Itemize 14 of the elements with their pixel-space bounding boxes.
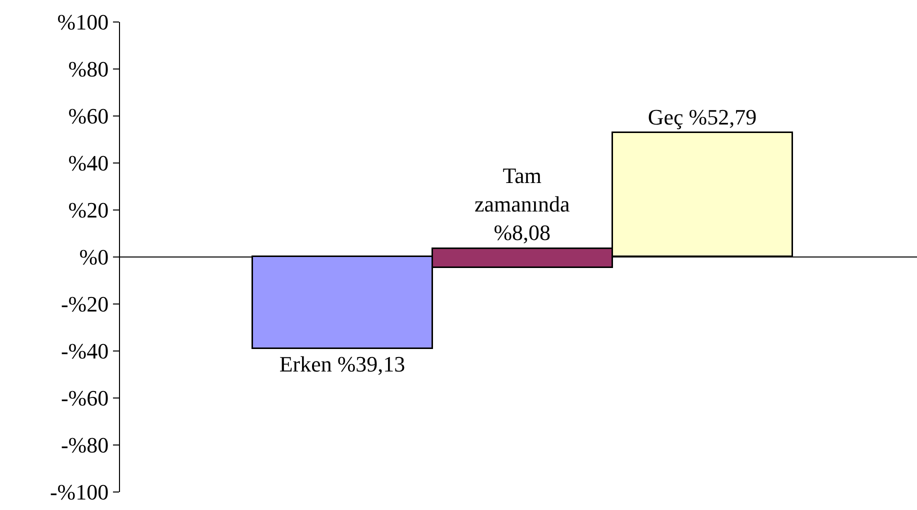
data-label: Tam zamanında %8,08 — [474, 163, 570, 246]
y-tick-label: -%40 — [60, 338, 109, 364]
data-label: Erken %39,13 — [279, 351, 406, 376]
y-tick-label: -%80 — [60, 432, 109, 458]
y-tick-label: %0 — [79, 244, 109, 270]
y-tick-label: %20 — [68, 198, 109, 223]
y-tick-label: -%60 — [60, 386, 109, 411]
y-tick-label: -%100 — [50, 480, 109, 505]
y-tick-label: %80 — [68, 56, 109, 82]
y-tick-label: %60 — [68, 104, 109, 129]
y-tick-label: %100 — [57, 10, 109, 35]
data-label: Geç %52,79 — [648, 104, 757, 130]
y-tick-label: -%20 — [60, 292, 109, 317]
y-tick-label: %40 — [68, 150, 109, 176]
